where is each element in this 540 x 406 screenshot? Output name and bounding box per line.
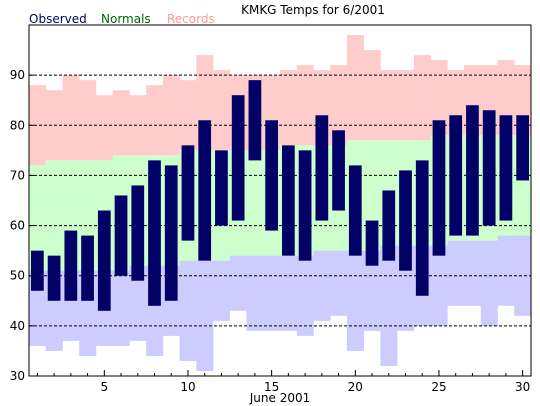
record-low-band (313, 250, 331, 321)
record-low-band (229, 255, 247, 311)
record-high-band (29, 85, 47, 166)
record-low-band (480, 240, 498, 326)
record-low-band (196, 260, 214, 371)
record-low-band (363, 250, 381, 331)
observed-bar (164, 165, 178, 301)
record-high-band (213, 70, 231, 151)
record-high-band (146, 85, 164, 156)
legend-records: Records (167, 12, 215, 26)
observed-bar (282, 145, 295, 256)
observed-bar (47, 255, 61, 301)
y-tick-label: 50 (10, 269, 25, 283)
record-low-band (330, 250, 348, 316)
observed-bar (482, 110, 496, 226)
y-tick-label: 80 (10, 118, 25, 132)
x-tick-label: 10 (180, 380, 195, 394)
observed-bar (64, 230, 78, 301)
record-low-band (280, 255, 298, 331)
normal-band (45, 160, 63, 271)
observed-bar (231, 95, 245, 221)
x-tick-label: 15 (264, 380, 279, 394)
record-high-band (280, 70, 298, 146)
observed-bar (248, 80, 262, 161)
record-high-band (112, 90, 130, 156)
record-low-band (380, 245, 398, 366)
observed-bar (332, 130, 345, 211)
record-low-band (296, 255, 314, 336)
legend-normals: Normals (101, 12, 151, 26)
record-high-band (346, 35, 364, 141)
y-tick-label: 60 (10, 219, 25, 233)
record-high-band (296, 65, 314, 146)
record-low-band (213, 260, 231, 321)
x-tick-label: 5 (100, 380, 108, 394)
record-low-band (497, 235, 515, 306)
x-tick-label: 30 (515, 380, 530, 394)
observed-bar (114, 195, 128, 276)
y-tick-label: 90 (10, 68, 25, 82)
observed-bar (265, 120, 278, 231)
gridlines (29, 74, 531, 327)
observed-bar (97, 210, 111, 311)
record-high-band (413, 55, 431, 141)
record-low-band (447, 240, 465, 306)
observed-bar (298, 150, 312, 261)
observed-bar (432, 120, 446, 256)
record-low-band (246, 255, 264, 331)
x-axis-label: June 2001 (249, 391, 311, 405)
record-high-band (380, 70, 398, 141)
record-high-band (397, 70, 415, 141)
record-low-band (263, 255, 281, 331)
record-low-band (112, 270, 130, 346)
y-tick-label: 30 (10, 369, 25, 383)
observed-bar (198, 120, 212, 261)
legend: Observed Normals Records (29, 12, 215, 26)
observed-bar (31, 250, 44, 291)
record-high-band (179, 80, 197, 151)
y-tick-label: 70 (10, 168, 25, 182)
record-high-band (62, 75, 80, 161)
observed-bar (148, 160, 161, 306)
y-tick-label: 40 (10, 319, 25, 333)
observed-bar (382, 190, 396, 261)
record-high-band (95, 95, 113, 161)
record-low-band (179, 260, 197, 361)
observed-bar (415, 160, 429, 296)
observed-bar (215, 150, 228, 226)
chart-title: KMKG Temps for 6/2001 (241, 3, 385, 17)
observed-bar (499, 115, 513, 221)
record-low-band (430, 245, 448, 326)
x-axis: 5 10 15 20 25 30 (36, 370, 530, 394)
x-tick-label: 20 (348, 380, 363, 394)
observed-bar (181, 145, 195, 241)
plot-frame (28, 24, 532, 377)
y-axis: 30 40 50 60 70 80 90 (10, 68, 34, 383)
x-tick-label: 25 (431, 380, 446, 394)
legend-observed: Observed (29, 12, 87, 26)
record-high-band (363, 50, 381, 141)
observed-bar (399, 170, 412, 271)
observed-bar (81, 235, 94, 301)
normal-band (246, 150, 264, 256)
normal-band (29, 165, 47, 271)
record-low-band (346, 250, 364, 351)
record-high-band (162, 75, 180, 156)
record-high-band (79, 80, 97, 161)
observed-bar (365, 220, 379, 266)
record-low-band (129, 265, 147, 341)
record-low-band (514, 235, 532, 316)
observed-bars (31, 80, 529, 311)
observed-bar (315, 115, 329, 221)
record-low-band (464, 240, 482, 306)
record-high-band (430, 60, 448, 136)
observed-bar (348, 165, 362, 256)
observed-bar (466, 105, 479, 236)
observed-bar (449, 115, 463, 236)
observed-bar (131, 185, 145, 281)
observed-bar (516, 115, 529, 181)
record-high-band (129, 95, 147, 156)
